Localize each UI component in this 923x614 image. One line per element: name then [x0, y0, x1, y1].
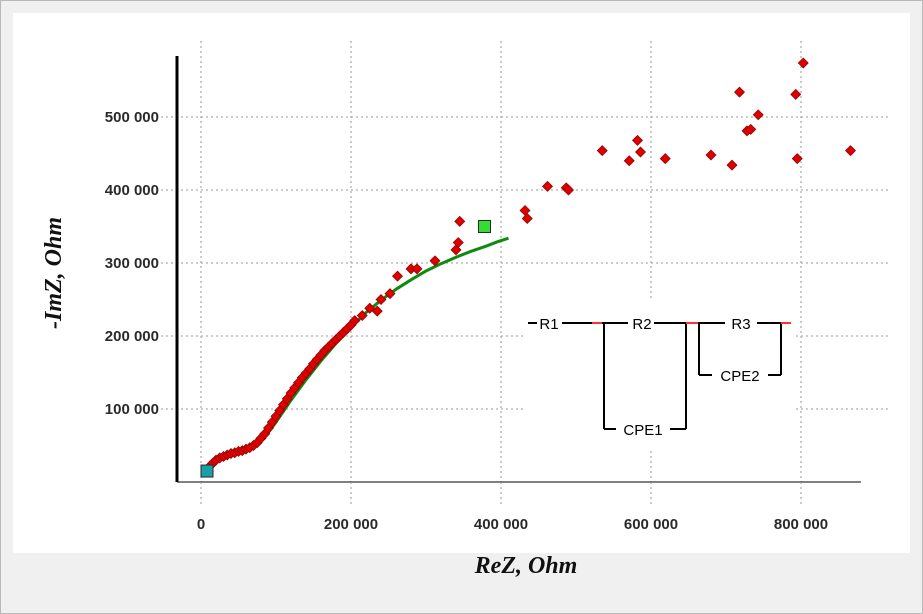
x-tick-label: 600 000 [624, 516, 678, 533]
data-point [452, 237, 464, 249]
square-marker [200, 464, 214, 478]
x-axis-title: ReZ, Ohm [474, 553, 578, 579]
data-point [797, 57, 809, 69]
x-tick-label: 800 000 [774, 516, 828, 533]
data-point [411, 263, 423, 275]
data-point [726, 159, 738, 171]
plot-background [13, 13, 910, 553]
data-point [632, 134, 643, 146]
data-point [392, 270, 403, 282]
cpe1-label: CPE1 [623, 422, 662, 439]
data-series [200, 57, 856, 478]
square-marker [478, 220, 491, 233]
data-point [705, 149, 717, 161]
data-point [371, 305, 383, 317]
data-point [845, 145, 856, 157]
y-tick-label: 200 000 [105, 328, 159, 345]
y-tick-label: 500 000 [105, 109, 159, 126]
data-point [791, 153, 803, 165]
resistor-r1-label: R1 [539, 316, 558, 333]
x-axis-ticks: 0 200 000 400 000 600 000 800 000 [197, 482, 828, 533]
resistor-r2-label: R2 [632, 316, 651, 333]
data-point [623, 155, 635, 167]
circuit-diagram: R1 R2 R3 CPE1 CPE2 [525, 298, 793, 448]
data-point [349, 315, 361, 327]
data-point [790, 88, 802, 100]
data-point [734, 86, 745, 98]
y-tick-label: 100 000 [105, 401, 159, 418]
data-point [384, 288, 396, 300]
cpe2-label: CPE2 [720, 368, 759, 385]
x-tick-label: 200 000 [324, 516, 378, 533]
data-point [596, 145, 608, 157]
data-point [745, 123, 757, 135]
data-point [454, 215, 466, 227]
y-tick-label: 300 000 [105, 255, 159, 272]
data-point [375, 294, 387, 305]
data-point [563, 184, 574, 196]
y-tick-label: 400 000 [105, 182, 159, 199]
y-axis-ticks: 100 000 200 000 300 000 400 000 500 000 [105, 109, 159, 418]
data-point [752, 109, 764, 121]
y-axis-title: -ImZ, Ohm [41, 217, 67, 329]
data-point [429, 255, 441, 267]
resistor-r3-label: R3 [731, 316, 750, 333]
data-point [356, 310, 368, 322]
x-tick-label: 400 000 [474, 516, 528, 533]
data-point [542, 180, 553, 192]
data-point [635, 146, 646, 158]
data-point [521, 212, 533, 224]
circuit-wires [528, 322, 782, 430]
x-tick-label: 0 [197, 516, 205, 533]
data-point [659, 153, 671, 165]
